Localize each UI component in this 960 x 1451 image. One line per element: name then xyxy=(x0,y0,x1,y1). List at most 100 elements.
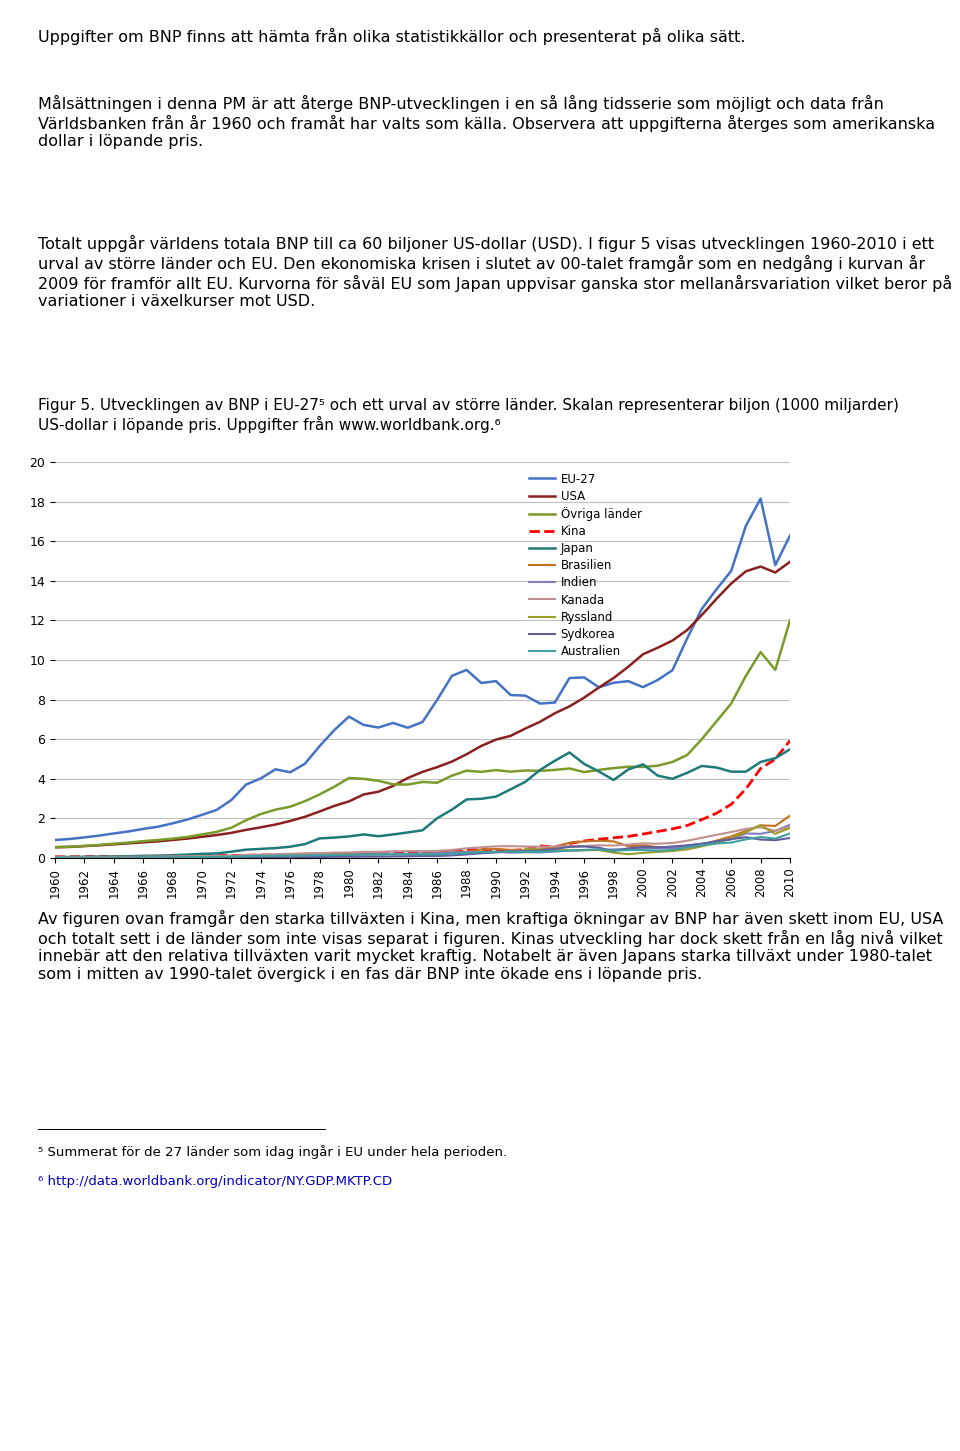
Kina xyxy=(211,847,223,865)
Australien xyxy=(49,849,60,866)
Övriga länder xyxy=(579,763,590,781)
Övriga länder xyxy=(211,823,223,840)
Australien xyxy=(211,847,223,865)
Australien xyxy=(770,830,781,847)
Japan xyxy=(49,849,60,866)
EU-27 xyxy=(270,760,281,778)
Australien xyxy=(270,847,281,865)
USA xyxy=(579,689,590,707)
Australien xyxy=(784,824,796,842)
Sydkorea xyxy=(784,830,796,847)
Övriga länder xyxy=(284,798,296,815)
Sydkorea xyxy=(49,849,60,866)
Australien xyxy=(535,843,546,860)
Brasilien xyxy=(270,846,281,863)
Ryssland xyxy=(579,842,590,859)
Japan xyxy=(770,750,781,768)
USA xyxy=(784,553,796,570)
Text: Målsättningen i denna PM är att återge BNP-utvecklingen i en så lång tidsserie s: Målsättningen i denna PM är att återge B… xyxy=(38,94,936,149)
Japan xyxy=(211,844,223,862)
Kanada xyxy=(770,823,781,840)
Ryssland xyxy=(535,840,546,858)
EU-27 xyxy=(770,556,781,573)
Kina xyxy=(535,837,546,855)
Legend: EU-27, USA, Övriga länder, Kina, Japan, Brasilien, Indien, Kanada, Ryssland, Syd: EU-27, USA, Övriga länder, Kina, Japan, … xyxy=(524,467,646,663)
Kina xyxy=(284,846,296,863)
Sydkorea xyxy=(770,831,781,849)
Sydkorea xyxy=(270,849,281,866)
Brasilien xyxy=(770,817,781,834)
Kanada xyxy=(284,844,296,862)
Line: Sydkorea: Sydkorea xyxy=(55,837,790,858)
USA xyxy=(770,564,781,582)
Brasilien xyxy=(211,847,223,865)
Sydkorea xyxy=(284,849,296,866)
Övriga länder xyxy=(784,612,796,630)
USA xyxy=(270,815,281,833)
Kanada xyxy=(270,846,281,863)
Line: USA: USA xyxy=(55,562,790,847)
Indien xyxy=(579,842,590,859)
Sydkorea xyxy=(579,837,590,855)
Japan xyxy=(784,740,796,757)
Text: Totalt uppgår världens totala BNP till ca 60 biljoner US-dollar (USD). I figur 5: Totalt uppgår världens totala BNP till c… xyxy=(38,235,952,309)
Kina xyxy=(270,846,281,863)
Indien xyxy=(284,847,296,865)
Kina xyxy=(579,833,590,850)
Line: Japan: Japan xyxy=(55,749,790,858)
USA xyxy=(535,712,546,730)
Brasilien xyxy=(49,849,60,866)
EU-27 xyxy=(579,669,590,686)
Line: Indien: Indien xyxy=(55,824,790,858)
Brasilien xyxy=(284,846,296,863)
Line: Australien: Australien xyxy=(55,833,790,858)
Brasilien xyxy=(579,833,590,850)
Line: Kina: Kina xyxy=(55,740,790,856)
Kanada xyxy=(579,837,590,855)
Kina xyxy=(784,731,796,749)
Indien xyxy=(535,843,546,860)
EU-27 xyxy=(535,695,546,712)
USA xyxy=(284,813,296,830)
Indien xyxy=(770,823,781,840)
Indien xyxy=(211,847,223,865)
USA xyxy=(211,826,223,843)
Line: Kanada: Kanada xyxy=(55,827,790,858)
Ryssland xyxy=(770,826,781,843)
Sydkorea xyxy=(211,849,223,866)
Text: ⁶ http://data.worldbank.org/indicator/NY.GDP.MKTP.CD: ⁶ http://data.worldbank.org/indicator/NY… xyxy=(38,1175,393,1188)
EU-27 xyxy=(49,831,60,849)
Kanada xyxy=(49,849,60,866)
Ryssland xyxy=(784,820,796,837)
Australien xyxy=(579,842,590,859)
Japan xyxy=(535,762,546,779)
Japan xyxy=(284,839,296,856)
Indien xyxy=(49,849,60,866)
Övriga länder xyxy=(535,762,546,779)
Text: ⁵ Summerat för de 27 länder som idag ingår i EU under hela perioden.: ⁵ Summerat för de 27 länder som idag ing… xyxy=(38,1145,508,1159)
Text: Figur 5. Utvecklingen av BNP i EU-27⁵ och ett urval av större länder. Skalan rep: Figur 5. Utvecklingen av BNP i EU-27⁵ oc… xyxy=(38,398,900,432)
Övriga länder xyxy=(770,662,781,679)
Brasilien xyxy=(784,807,796,824)
EU-27 xyxy=(211,801,223,818)
EU-27 xyxy=(755,490,766,508)
Sydkorea xyxy=(740,829,752,846)
Indien xyxy=(784,815,796,833)
Line: Övriga länder: Övriga länder xyxy=(55,621,790,847)
USA xyxy=(49,839,60,856)
Australien xyxy=(284,847,296,865)
Text: Uppgifter om BNP finns att hämta från olika statistikkällor och presenterat på o: Uppgifter om BNP finns att hämta från ol… xyxy=(38,28,746,45)
Japan xyxy=(579,755,590,772)
Kanada xyxy=(784,818,796,836)
Indien xyxy=(270,847,281,865)
Line: Ryssland: Ryssland xyxy=(525,826,790,855)
Text: Av figuren ovan framgår den starka tillväxten i Kina, men kraftiga ökningar av B: Av figuren ovan framgår den starka tillv… xyxy=(38,910,944,982)
Brasilien xyxy=(535,840,546,858)
Kanada xyxy=(535,839,546,856)
Övriga länder xyxy=(49,839,60,856)
Japan xyxy=(270,839,281,856)
Övriga länder xyxy=(270,801,281,818)
EU-27 xyxy=(784,527,796,544)
Kanada xyxy=(211,847,223,865)
Sydkorea xyxy=(535,842,546,859)
